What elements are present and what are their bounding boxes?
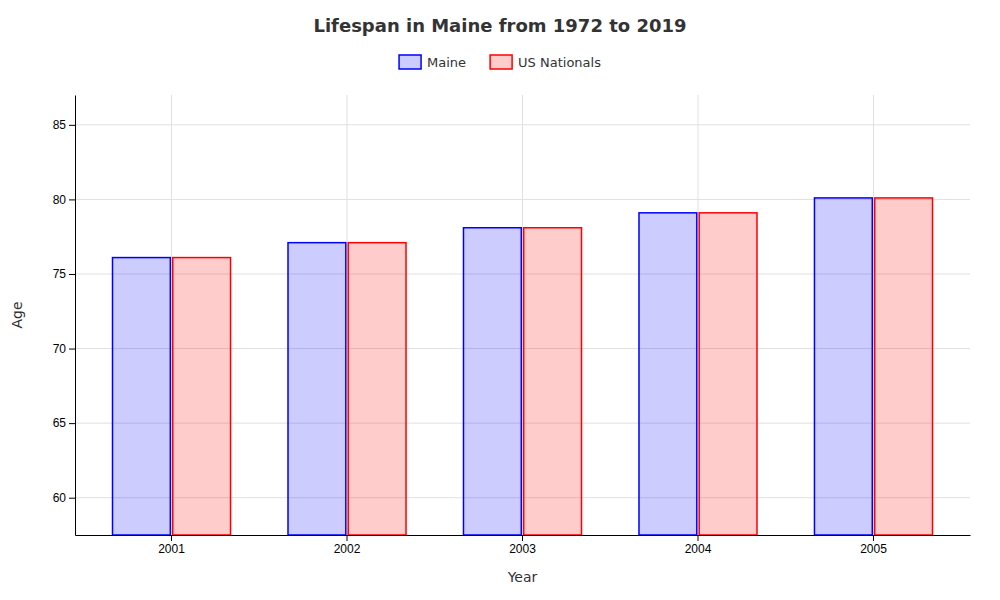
tick-label: 2003 <box>509 542 536 556</box>
plot-area: 2001 2002 2003 2004 2005 60 65 70 75 80 85 <box>53 95 971 556</box>
bar <box>875 198 933 535</box>
bar <box>524 228 582 535</box>
tick-mark <box>171 535 172 541</box>
tick-mark <box>69 199 75 200</box>
bar <box>288 243 346 535</box>
tick-mark <box>69 498 75 499</box>
legend-item: US Nationals <box>490 55 601 70</box>
tick-label: 80 <box>53 193 67 207</box>
tick-label: 2001 <box>158 542 185 556</box>
tick-mark <box>69 274 75 275</box>
tick: 2005 <box>860 535 887 556</box>
tick: 80 <box>53 193 75 207</box>
tick-mark <box>873 535 874 541</box>
bar-series <box>113 198 873 535</box>
tick-mark <box>522 535 523 541</box>
legend-label: US Nationals <box>518 55 601 70</box>
bar <box>699 213 757 535</box>
legend-swatch <box>399 55 421 69</box>
x-axis-title: Year <box>507 569 538 585</box>
bar <box>463 228 521 535</box>
bar <box>639 213 697 535</box>
legend: Maine US Nationals <box>399 55 601 70</box>
legend-swatch <box>490 55 512 69</box>
tick: 75 <box>53 267 75 281</box>
tick: 60 <box>53 491 75 505</box>
tick-mark <box>69 125 75 126</box>
chart-container: 2001 2002 2003 2004 2005 60 65 70 75 80 85 Lifespan… <box>0 0 1000 600</box>
tick-label: 65 <box>53 416 67 430</box>
legend-label: Maine <box>427 55 466 70</box>
grid <box>75 95 970 535</box>
bar <box>113 258 171 535</box>
tick-mark <box>69 423 75 424</box>
bar <box>173 258 231 535</box>
tick-mark <box>69 349 75 350</box>
tick: 70 <box>53 342 75 356</box>
tick: 2001 <box>158 535 185 556</box>
axis-line <box>75 96 76 536</box>
bar <box>814 198 872 535</box>
tick: 85 <box>53 118 75 132</box>
grid-line <box>873 95 874 535</box>
bar <box>348 243 406 535</box>
legend-item: Maine <box>399 55 466 70</box>
tick-mark <box>697 535 698 541</box>
tick-label: 2002 <box>334 542 361 556</box>
bars <box>113 198 933 535</box>
title: Lifespan in Maine from 1972 to 2019 <box>313 15 686 36</box>
grid-line <box>171 95 172 535</box>
tick: 2002 <box>334 535 361 556</box>
tick-mark <box>347 535 348 541</box>
tick-label: 75 <box>53 267 67 281</box>
tick-label: 85 <box>53 118 67 132</box>
chart-svg: 2001 2002 2003 2004 2005 60 65 70 75 80 85 Lifespan… <box>0 0 1000 600</box>
grid-line <box>697 95 698 535</box>
grid-line <box>347 95 348 535</box>
tick-label: 2005 <box>860 542 887 556</box>
tick: 65 <box>53 416 75 430</box>
tick: 2004 <box>685 535 712 556</box>
y-axis: 60 65 70 75 80 85 <box>53 96 76 536</box>
tick-label: 2004 <box>685 542 712 556</box>
y-axis-title: Age <box>9 301 25 328</box>
tick: 2003 <box>509 535 536 556</box>
bar-series <box>173 198 933 535</box>
tick-label: 60 <box>53 491 67 505</box>
grid-line <box>522 95 523 535</box>
x-axis: 2001 2002 2003 2004 2005 <box>76 535 971 556</box>
tick-label: 70 <box>53 342 67 356</box>
